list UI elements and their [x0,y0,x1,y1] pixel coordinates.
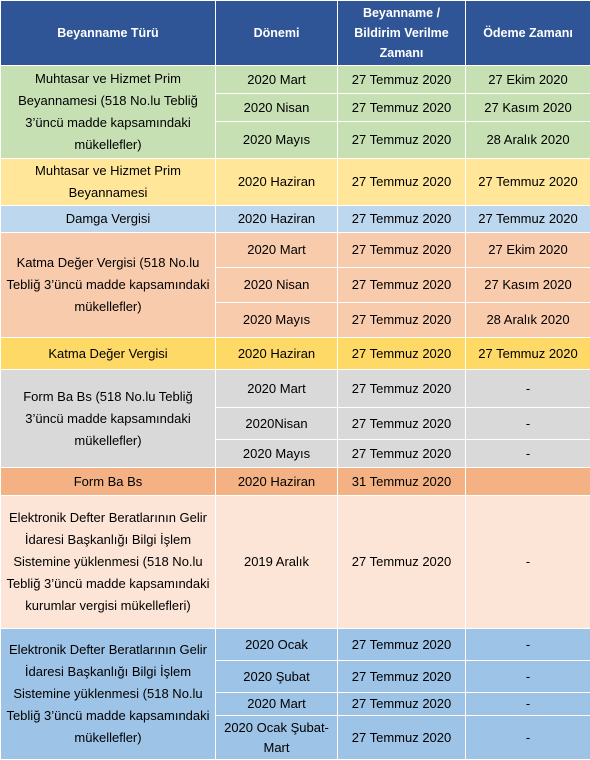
header-row: Beyanname Türü Dönemi Beyanname / Bildir… [1,1,590,66]
table-row: Elektronik Defter Beratlarının Gelir İda… [1,496,590,629]
payment-cell: 27 Kasım 2020 [466,94,590,122]
filing-cell: 27 Temmuz 2020 [338,303,466,338]
payment-cell: - [466,440,590,468]
type-cell: Form Ba Bs (518 No.lu Tebliğ 3’üncü madd… [1,370,216,468]
header-type: Beyanname Türü [1,1,216,66]
period-cell: 2019 Aralık [216,496,338,629]
period-cell: 2020 Haziran [216,206,338,233]
period-cell: 2020 Mart [216,233,338,268]
payment-cell: 27 Ekim 2020 [466,233,590,268]
filing-cell: 27 Temmuz 2020 [338,206,466,233]
payment-cell: 27 Temmuz 2020 [466,338,590,370]
type-cell: Form Ba Bs [1,468,216,496]
type-cell: Elektronik Defter Beratlarının Gelir İda… [1,496,216,629]
period-cell: 2020 Haziran [216,468,338,496]
filing-cell: 31 Temmuz 2020 [338,468,466,496]
period-cell: 2020 Mart [216,370,338,408]
type-cell: Muhtasar ve Hizmet Prim Beyannamesi [1,159,216,206]
payment-cell: 27 Temmuz 2020 [466,206,590,233]
filing-cell: 27 Temmuz 2020 [338,716,466,760]
table-row: Elektronik Defter Beratlarının Gelir İda… [1,629,590,661]
payment-cell: - [466,629,590,661]
payment-cell: - [466,370,590,408]
type-cell: Katma Değer Vergisi (518 No.lu Tebliğ 3’… [1,233,216,338]
period-cell: 2020 Mart [216,66,338,94]
filing-cell: 27 Temmuz 2020 [338,268,466,303]
period-cell: 2020 Haziran [216,159,338,206]
filing-cell: 27 Temmuz 2020 [338,122,466,159]
filing-cell: 27 Temmuz 2020 [338,66,466,94]
table-row: Katma Değer Vergisi 2020 Haziran 27 Temm… [1,338,590,370]
period-cell: 2020 Şubat [216,661,338,693]
filing-cell: 27 Temmuz 2020 [338,661,466,693]
period-cell: 2020 Ocak [216,629,338,661]
payment-cell: 27 Kasım 2020 [466,268,590,303]
type-cell: Katma Değer Vergisi [1,338,216,370]
filing-cell: 27 Temmuz 2020 [338,94,466,122]
period-cell: 2020Nisan [216,408,338,440]
header-payment: Ödeme Zamanı [466,1,590,66]
filing-cell: 27 Temmuz 2020 [338,440,466,468]
payment-cell: 27 Temmuz 2020 [466,159,590,206]
table-row: Katma Değer Vergisi (518 No.lu Tebliğ 3’… [1,233,590,268]
filing-cell: 27 Temmuz 2020 [338,370,466,408]
filing-cell: 27 Temmuz 2020 [338,233,466,268]
payment-cell: 28 Aralık 2020 [466,303,590,338]
type-cell: Damga Vergisi [1,206,216,233]
table-row: Form Ba Bs 2020 Haziran 31 Temmuz 2020 [1,468,590,496]
table-row: Muhtasar ve Hizmet Prim Beyannamesi (518… [1,66,590,94]
period-cell: 2020 Mart [216,693,338,716]
filing-cell: 27 Temmuz 2020 [338,496,466,629]
period-cell: 2020 Mayıs [216,440,338,468]
payment-cell: 27 Ekim 2020 [466,66,590,94]
period-cell: 2020 Ocak Şubat-Mart [216,716,338,760]
payment-cell [466,468,590,496]
header-filing: Beyanname / Bildirim Verilme Zamanı [338,1,466,66]
table-row: Form Ba Bs (518 No.lu Tebliğ 3’üncü madd… [1,370,590,408]
payment-cell: - [466,716,590,760]
filing-cell: 27 Temmuz 2020 [338,159,466,206]
table-row: Damga Vergisi 2020 Haziran 27 Temmuz 202… [1,206,590,233]
payment-cell: - [466,661,590,693]
table-row: Muhtasar ve Hizmet Prim Beyannamesi 2020… [1,159,590,206]
type-cell: Elektronik Defter Beratlarının Gelir İda… [1,629,216,760]
payment-cell: - [466,693,590,716]
payment-cell: 28 Aralık 2020 [466,122,590,159]
payment-cell: - [466,408,590,440]
period-cell: 2020 Haziran [216,338,338,370]
filing-cell: 27 Temmuz 2020 [338,693,466,716]
filing-cell: 27 Temmuz 2020 [338,338,466,370]
type-cell: Muhtasar ve Hizmet Prim Beyannamesi (518… [1,66,216,159]
filing-cell: 27 Temmuz 2020 [338,408,466,440]
period-cell: 2020 Mayıs [216,122,338,159]
payment-cell: - [466,496,590,629]
period-cell: 2020 Nisan [216,268,338,303]
period-cell: 2020 Mayıs [216,303,338,338]
filing-cell: 27 Temmuz 2020 [338,629,466,661]
period-cell: 2020 Nisan [216,94,338,122]
header-period: Dönemi [216,1,338,66]
